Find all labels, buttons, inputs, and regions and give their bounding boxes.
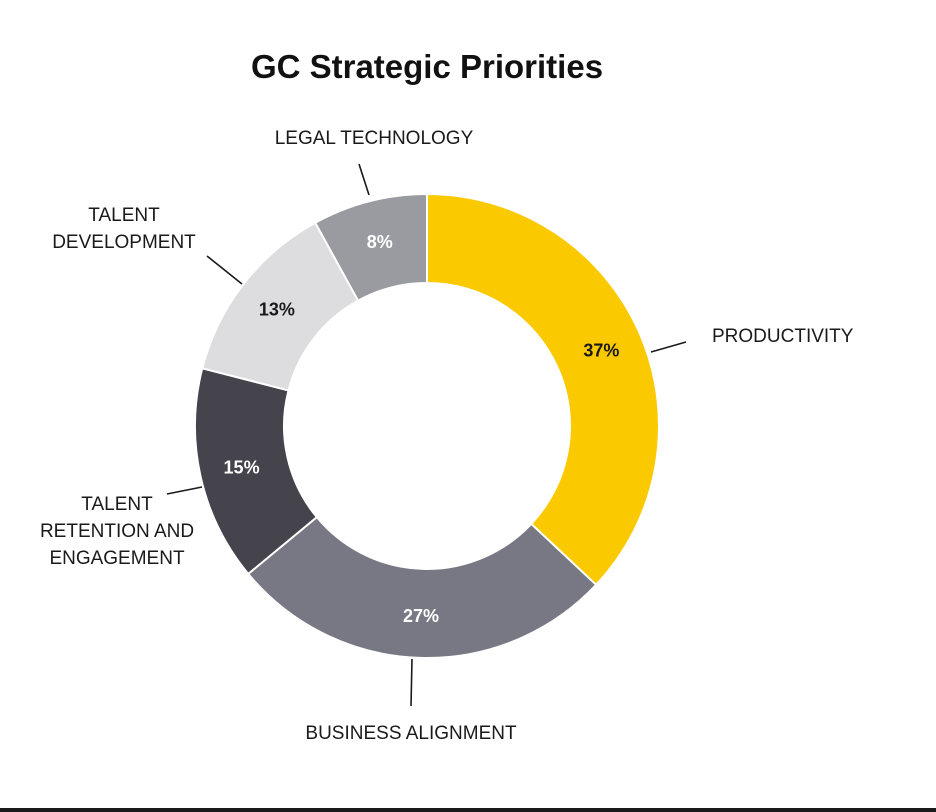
value-label-legal-technology: 8% [367, 232, 393, 252]
leader-lines-group [166, 163, 687, 707]
slice-business-alignment [246, 515, 598, 659]
value-label-business-alignment: 27% [403, 606, 439, 626]
leader-line-talent-development [206, 255, 243, 285]
value-labels-group: 37% 27% 15% 13% 8% [224, 232, 620, 626]
slice-legal-technology [313, 192, 428, 303]
category-label-talent-development: TALENT DEVELOPMENT [52, 205, 196, 253]
leader-line-legal-technology [358, 163, 370, 196]
leader-line-talent-retention-and-engagement [166, 486, 203, 495]
category-label-legal-technology: LEGAL TECHNOLOGY [275, 128, 474, 149]
category-label-business-alignment: BUSINESS ALIGNMENT [305, 723, 517, 744]
leader-line-business-alignment [410, 658, 413, 707]
category-labels-group: PRODUCTIVITY BUSINESS ALIGNMENT TALENT RETE… [40, 128, 854, 744]
bottom-rule [0, 808, 936, 812]
slice-productivity [426, 192, 660, 587]
value-label-talent-retention-and-engagement: 15% [224, 457, 260, 477]
category-label-talent-retention-and-engagement: TALENT RETENTION AND ENGAGEMENT [40, 494, 194, 569]
leader-line-productivity [650, 341, 687, 353]
slices-group [194, 192, 660, 659]
category-label-productivity: PRODUCTIVITY [712, 326, 854, 347]
value-label-talent-development: 13% [259, 300, 295, 320]
chart-title: GC Strategic Priorities [251, 48, 603, 85]
value-label-productivity: 37% [583, 341, 619, 361]
